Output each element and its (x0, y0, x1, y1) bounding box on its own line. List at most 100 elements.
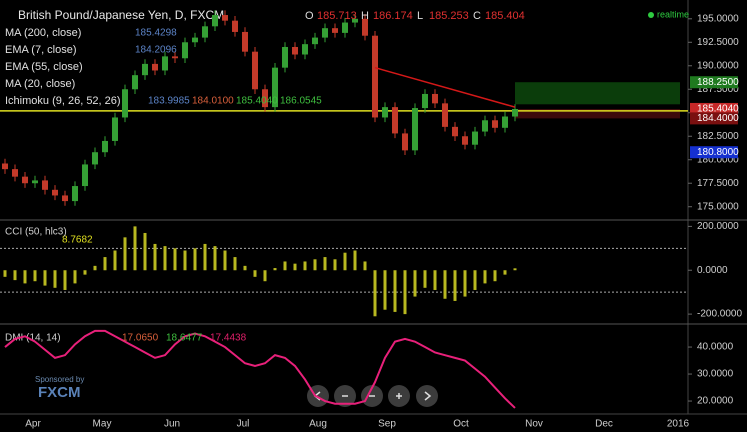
bar (503, 270, 507, 275)
candle-body (432, 93, 438, 104)
bar (63, 270, 67, 290)
candle-body (102, 140, 108, 153)
candle-body (382, 107, 388, 118)
trendline (374, 66, 516, 108)
candle-body (342, 22, 348, 33)
ohlc-value: 185.253 (429, 10, 469, 22)
candle-body (252, 51, 258, 90)
candle-body (352, 18, 358, 23)
candle-body (372, 35, 378, 118)
bar (473, 270, 477, 290)
indicator-name: EMA (7, close) (5, 44, 77, 56)
y-tick-label: 200.0000 (697, 221, 739, 232)
candle-body (112, 117, 118, 141)
price-tag-label: 185.4040 (697, 104, 739, 115)
candle-body (282, 46, 288, 68)
x-tick-label: Aug (309, 419, 327, 430)
candle-body (82, 164, 88, 187)
candle-body (422, 93, 428, 109)
price-tag (690, 102, 738, 115)
candle-body (242, 31, 248, 52)
candle-body (472, 131, 478, 145)
candle-body (62, 195, 68, 202)
bar (453, 270, 457, 301)
x-tick-label: Dec (595, 419, 613, 430)
indicator-value: 185.4298 (135, 28, 177, 39)
bar (123, 237, 127, 271)
bar (313, 259, 317, 271)
candle-body (32, 180, 38, 184)
x-tick-label: May (93, 419, 112, 430)
y-tick-label: 182.5000 (697, 131, 739, 142)
bar (353, 250, 357, 271)
price-tag (690, 146, 738, 159)
candle-body (332, 28, 338, 33)
ohlc-name: L (417, 10, 423, 22)
nav-button[interactable] (416, 385, 438, 407)
bar (423, 270, 427, 288)
indicator-name: Ichimoku (9, 26, 52, 26) (5, 95, 121, 107)
bar (73, 270, 77, 284)
bar (103, 257, 107, 271)
bar (323, 257, 327, 271)
ohlc-value: 185.404 (485, 10, 525, 22)
candle-body (12, 169, 18, 177)
candle-body (92, 152, 98, 165)
line (4, 329, 516, 409)
y-tick-label: 195.0000 (697, 13, 739, 24)
bar (483, 270, 487, 284)
dmi-value: 18.6477 (166, 333, 203, 344)
bar (113, 250, 117, 271)
bar (43, 270, 47, 286)
x-tick-label: Jul (237, 419, 250, 430)
bar (333, 259, 337, 271)
candle-body (462, 136, 468, 145)
bar (53, 270, 57, 288)
bar (3, 270, 7, 277)
dmi-value: 17.0650 (122, 333, 159, 344)
bar (13, 270, 17, 281)
indicator-value: 184.0100 (192, 96, 234, 107)
bar (393, 270, 397, 312)
bar (223, 250, 227, 271)
bar (23, 270, 27, 284)
y-tick-label: 0.0000 (697, 265, 728, 276)
chart-title: British Pound/Japanese Yen, D, FXCM (18, 8, 224, 22)
indicator-name: EMA (55, close) (5, 61, 83, 73)
indicator-value: 185.4040 (236, 96, 278, 107)
x-tick-label: Jun (164, 419, 180, 430)
ohlc-name: H (361, 10, 369, 22)
candle-body (222, 15, 228, 21)
bar (283, 261, 287, 271)
bar (383, 270, 387, 310)
bar (413, 270, 417, 297)
nav-controls[interactable] (307, 385, 438, 407)
y-tick-label: 175.0000 (697, 201, 739, 212)
bar (193, 248, 197, 271)
candle-body (292, 46, 298, 55)
bar (153, 243, 157, 271)
price-tag (690, 76, 738, 89)
bar (33, 270, 37, 282)
indicator-value: 186.0545 (280, 96, 322, 107)
cci-value: 8.7682 (62, 235, 93, 246)
y-tick-label: 180.0000 (697, 154, 739, 165)
y-tick-label: 192.5000 (697, 37, 739, 48)
bar (183, 250, 187, 271)
candle-body (322, 28, 328, 38)
zone (515, 82, 680, 105)
price-tag-label: 184.4000 (697, 113, 739, 124)
pane-title: CCI (50, hlc3) (5, 227, 67, 238)
bar (93, 265, 97, 271)
indicator-name: MA (20, close) (5, 78, 75, 90)
x-tick-label: Apr (25, 419, 41, 430)
candle-body (312, 37, 318, 45)
ohlc-name: C (473, 10, 481, 22)
candle-body (182, 42, 188, 59)
bar (273, 268, 277, 271)
candle-body (172, 56, 178, 59)
candle-body (192, 37, 198, 43)
y-tick-label: 177.5000 (697, 178, 739, 189)
candle-body (232, 20, 238, 32)
